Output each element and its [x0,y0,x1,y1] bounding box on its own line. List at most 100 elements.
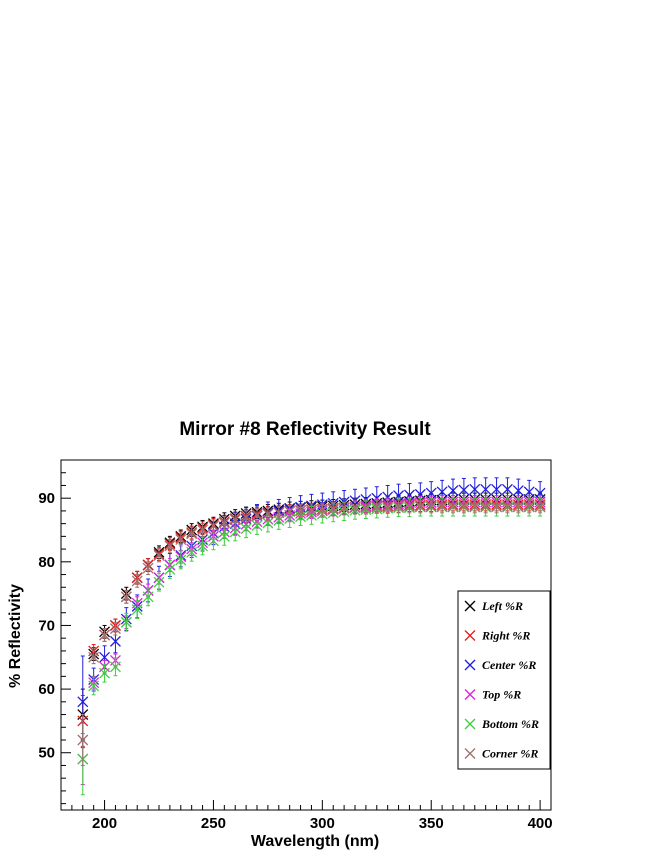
data-point [218,516,230,530]
data-point [207,519,219,534]
plot-frame [60,459,552,811]
data-point [534,499,546,514]
x-axis-label: Wavelength (nm) [251,833,379,850]
data-point [425,499,437,514]
marker-stroke [403,489,415,501]
legend: Left %R Right %R Center %R Top %R Bottom %R C… [457,590,551,770]
data-point [175,550,187,570]
y-axis-label: % Reflectivity [7,584,24,688]
x-tick-label: 250 [201,815,226,832]
y-tick-label: 90 [38,490,55,507]
data-point [120,612,132,632]
marker-stroke [229,514,241,526]
marker-stroke [109,623,121,635]
legend-box [457,590,551,770]
marker-stroke [534,500,546,512]
legend-marker [464,630,476,641]
data-point [295,504,307,518]
marker-stroke [153,549,165,561]
data-point [534,481,546,506]
marker-stroke [371,501,383,513]
x-tick-label: 350 [419,815,444,832]
data-point [469,499,481,514]
data-point [414,499,426,514]
marker-stroke [360,502,372,514]
legend-marker [464,689,476,700]
marker-stroke [305,504,317,516]
data-point [480,499,492,514]
marker-stroke [207,535,219,547]
data-point [491,477,503,502]
data-point [251,508,263,523]
data-point [153,572,165,592]
data-point [512,499,524,514]
marker-stroke [469,500,481,512]
marker-stroke [501,483,513,495]
marker-stroke [447,485,459,497]
legend-entry: Bottom %R [464,717,539,731]
series-corner-r [77,499,546,766]
marker-stroke [327,503,339,515]
data-point [197,536,209,556]
marker-stroke [262,517,274,529]
legend-marker [464,659,476,671]
marker-stroke [436,500,448,512]
marker-stroke [207,520,219,532]
data-point [371,500,383,514]
data-point [273,505,285,520]
marker-stroke [393,500,405,512]
marker-stroke [534,487,546,499]
marker-stroke [425,487,437,499]
data-point [393,499,405,514]
marker-stroke [99,667,111,679]
marker-stroke [382,491,394,503]
marker-stroke [501,500,513,512]
y-tick-label: 70 [38,617,55,634]
marker-stroke [240,511,252,523]
marker-stroke [77,734,89,746]
marker-stroke [175,554,187,566]
marker-stroke [512,485,524,497]
marker-stroke [229,526,241,538]
data-point [142,561,154,576]
data-point [99,628,111,642]
marker-stroke [403,500,415,512]
marker-stroke [414,488,426,500]
data-point [88,676,100,696]
y-tick-label: 60 [38,681,55,698]
data-point [99,645,111,670]
legend-marker [464,718,476,730]
data-point [131,574,143,588]
x-tick-label: 300 [310,815,335,832]
marker-stroke [197,540,209,552]
data-point [229,512,241,527]
x-tick-label: 400 [528,815,553,832]
data-point [240,510,252,525]
marker-stroke [153,576,165,588]
marker-stroke [251,509,263,521]
y-tick-label: 80 [38,554,55,571]
marker-stroke [425,500,437,512]
data-point [327,502,339,516]
legend-label: Corner %R [482,747,538,761]
legend-label: Left %R [481,599,523,613]
data-point [131,600,143,619]
data-point [164,560,176,579]
data-point [382,500,394,514]
legend-entry: Corner %R [464,747,538,761]
data-point [120,589,132,604]
marker-stroke [414,500,426,512]
marker-stroke [218,517,230,529]
data-point [458,499,470,514]
data-point [109,621,121,636]
marker-stroke [284,506,296,518]
marker-stroke [88,680,100,692]
marker-stroke [295,505,307,517]
data-point [142,587,154,607]
legend-label: Top %R [482,688,521,702]
marker-stroke [175,534,187,546]
data-point [305,503,317,518]
marker-stroke [491,500,503,512]
marker-stroke [458,500,470,512]
